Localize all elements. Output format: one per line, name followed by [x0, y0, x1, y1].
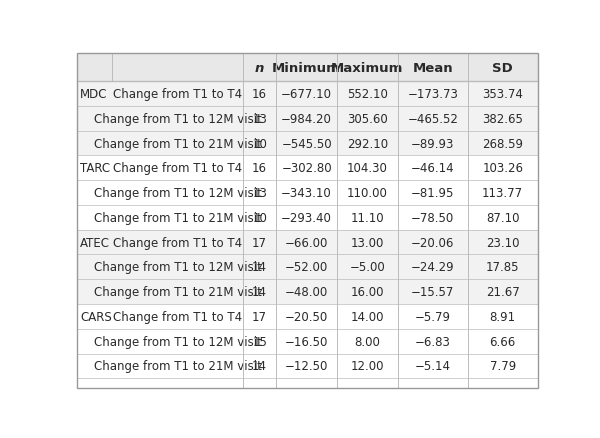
Text: −173.73: −173.73	[407, 88, 458, 101]
Text: −66.00: −66.00	[285, 236, 328, 249]
Text: −81.95: −81.95	[411, 187, 454, 200]
Bar	[77, 54, 538, 82]
Text: n: n	[255, 62, 265, 74]
Bar	[77, 255, 538, 279]
Text: Minimum: Minimum	[272, 62, 341, 74]
Text: 16: 16	[252, 162, 267, 175]
Text: 10: 10	[252, 137, 267, 150]
Text: −5.79: −5.79	[415, 310, 451, 323]
Text: 113.77: 113.77	[482, 187, 523, 200]
Text: Change from T1 to 21M visit: Change from T1 to 21M visit	[94, 360, 262, 373]
Text: −89.93: −89.93	[411, 137, 454, 150]
Text: 353.74: 353.74	[482, 88, 523, 101]
Text: 104.30: 104.30	[347, 162, 388, 175]
Text: MDC: MDC	[80, 88, 107, 101]
Bar	[77, 156, 538, 181]
Text: −6.83: −6.83	[415, 335, 451, 348]
Bar	[77, 329, 538, 354]
Text: 14.00: 14.00	[350, 310, 384, 323]
Text: 305.60: 305.60	[347, 113, 388, 126]
Text: −46.14: −46.14	[411, 162, 455, 175]
Text: −677.10: −677.10	[281, 88, 332, 101]
Text: −20.50: −20.50	[285, 310, 328, 323]
Bar	[77, 354, 538, 378]
Text: −12.50: −12.50	[285, 360, 328, 373]
Text: Change from T1 to 12M visit: Change from T1 to 12M visit	[94, 261, 262, 274]
Text: −16.50: −16.50	[285, 335, 328, 348]
Text: 552.10: 552.10	[347, 88, 388, 101]
Text: −465.52: −465.52	[407, 113, 458, 126]
Text: −5.14: −5.14	[415, 360, 451, 373]
Text: CARS: CARS	[80, 310, 112, 323]
Text: Change from T1 to 21M visit: Change from T1 to 21M visit	[94, 137, 262, 150]
Text: SD: SD	[493, 62, 513, 74]
Text: −24.29: −24.29	[411, 261, 455, 274]
Text: 110.00: 110.00	[347, 187, 388, 200]
Bar	[77, 181, 538, 205]
Text: 10: 10	[252, 212, 267, 224]
Text: −48.00: −48.00	[285, 286, 328, 298]
Text: Change from T1 to 12M visit: Change from T1 to 12M visit	[94, 187, 262, 200]
Text: 8.00: 8.00	[355, 335, 380, 348]
Text: 103.26: 103.26	[482, 162, 523, 175]
Text: 14: 14	[252, 360, 267, 373]
Text: 268.59: 268.59	[482, 137, 523, 150]
Text: 292.10: 292.10	[347, 137, 388, 150]
Text: Change from T1 to T4: Change from T1 to T4	[113, 88, 242, 101]
Text: 21.67: 21.67	[486, 286, 520, 298]
Text: Change from T1 to 12M visit: Change from T1 to 12M visit	[94, 113, 262, 126]
Text: Change from T1 to T4: Change from T1 to T4	[113, 236, 242, 249]
Bar	[77, 304, 538, 329]
Text: 11.10: 11.10	[350, 212, 384, 224]
Text: 16.00: 16.00	[350, 286, 384, 298]
Text: 17: 17	[252, 310, 267, 323]
Bar	[77, 205, 538, 230]
Text: 12.00: 12.00	[350, 360, 384, 373]
Text: 87.10: 87.10	[486, 212, 520, 224]
Text: 13: 13	[252, 187, 267, 200]
Text: 17: 17	[252, 236, 267, 249]
Bar	[77, 230, 538, 255]
Bar	[77, 279, 538, 304]
Text: 13: 13	[252, 113, 267, 126]
Text: 382.65: 382.65	[482, 113, 523, 126]
Text: −984.20: −984.20	[281, 113, 332, 126]
Text: 13.00: 13.00	[350, 236, 384, 249]
Text: Mean: Mean	[412, 62, 453, 74]
Text: Change from T1 to T4: Change from T1 to T4	[113, 162, 242, 175]
Bar	[77, 82, 538, 107]
Text: −302.80: −302.80	[281, 162, 332, 175]
Text: Change from T1 to T4: Change from T1 to T4	[113, 310, 242, 323]
Bar	[77, 107, 538, 131]
Bar	[77, 131, 538, 156]
Text: 8.91: 8.91	[490, 310, 516, 323]
Text: −78.50: −78.50	[411, 212, 454, 224]
Text: −343.10: −343.10	[281, 187, 332, 200]
Text: 14: 14	[252, 286, 267, 298]
Text: 6.66: 6.66	[490, 335, 516, 348]
Text: −15.57: −15.57	[411, 286, 454, 298]
Text: 7.79: 7.79	[490, 360, 516, 373]
Text: Change from T1 to 21M visit: Change from T1 to 21M visit	[94, 212, 262, 224]
Text: Maximum: Maximum	[331, 62, 404, 74]
Text: −52.00: −52.00	[285, 261, 328, 274]
Text: 16: 16	[252, 88, 267, 101]
Text: TARC: TARC	[80, 162, 110, 175]
Text: −293.40: −293.40	[281, 212, 332, 224]
Text: ATEC: ATEC	[80, 236, 110, 249]
Text: −5.00: −5.00	[349, 261, 385, 274]
Text: −20.06: −20.06	[411, 236, 454, 249]
Text: 14: 14	[252, 261, 267, 274]
Text: Change from T1 to 21M visit: Change from T1 to 21M visit	[94, 286, 262, 298]
Text: 15: 15	[252, 335, 267, 348]
Text: Change from T1 to 12M visit: Change from T1 to 12M visit	[94, 335, 262, 348]
Text: 23.10: 23.10	[486, 236, 520, 249]
Text: −545.50: −545.50	[281, 137, 332, 150]
Text: 17.85: 17.85	[486, 261, 520, 274]
